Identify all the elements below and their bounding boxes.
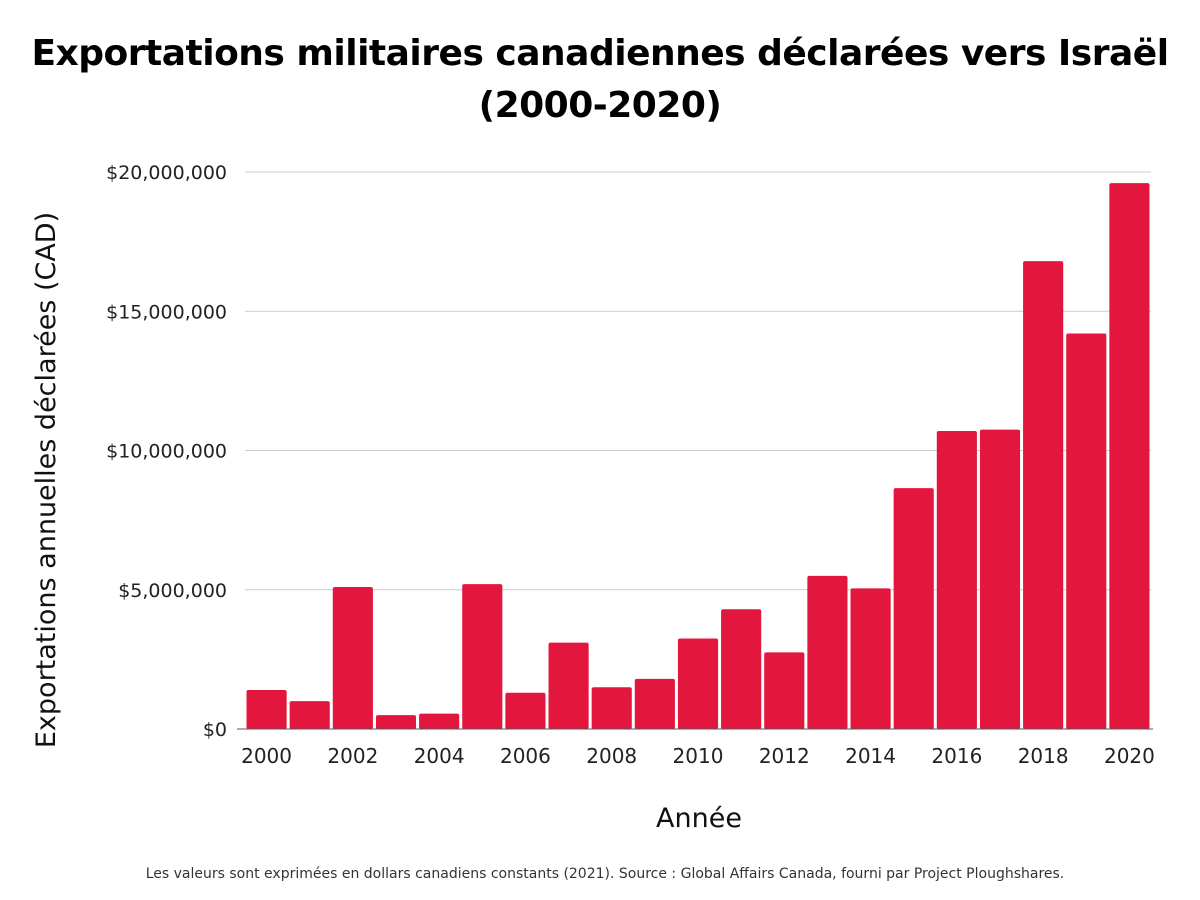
x-tick-label: 2008 — [586, 744, 637, 768]
bar-2011 — [721, 609, 762, 729]
y-tick-label: $0 — [203, 719, 227, 741]
bar-2020 — [1109, 183, 1150, 729]
bar-2013 — [807, 575, 848, 729]
bar-2002 — [332, 586, 373, 729]
x-tick-label: 2014 — [845, 744, 896, 768]
y-tick-label: $15,000,000 — [106, 301, 227, 323]
bar-2017 — [979, 429, 1021, 729]
bar-2009 — [634, 678, 675, 729]
y-tick-label: $20,000,000 — [106, 162, 227, 184]
chart-title: Exportations militaires canadiennes décl… — [0, 28, 1200, 132]
bar-2010 — [677, 638, 719, 729]
bar-2014 — [850, 588, 891, 729]
x-tick-label: 2020 — [1104, 744, 1155, 768]
x-axis-ticks: 2000 2002 2004 2006 2008 2010 2012 2014 2016 2018… — [241, 744, 1155, 768]
x-tick-label: 2010 — [673, 744, 724, 768]
x-tick-label: 2000 — [241, 744, 292, 768]
bar-2001 — [289, 701, 330, 729]
footnote: Les valeurs sont exprimées en dollars ca… — [145, 866, 1065, 882]
x-tick-label: 2012 — [759, 744, 810, 768]
bar-2016 — [936, 431, 977, 729]
bar-2006 — [505, 692, 546, 729]
x-tick-label: 2002 — [327, 744, 378, 768]
bar-2015 — [893, 488, 934, 729]
x-tick-label: 2004 — [414, 744, 465, 768]
bar-2003 — [375, 715, 417, 729]
bars — [246, 183, 1150, 729]
bar-2018 — [1023, 261, 1064, 729]
bar-2000 — [246, 690, 287, 729]
y-axis-title: Exportations annuelles déclarées (CAD) — [31, 212, 62, 748]
y-tick-label: $10,000,000 — [106, 441, 227, 463]
x-tick-label: 2016 — [931, 744, 982, 768]
chart-title-line-1: Exportations militaires canadiennes décl… — [31, 33, 1169, 74]
bar-2007 — [548, 642, 589, 729]
bar-2005 — [462, 584, 503, 729]
y-tick-label: $5,000,000 — [118, 580, 227, 602]
bar-2012 — [764, 652, 805, 729]
x-tick-label: 2006 — [500, 744, 551, 768]
y-axis-ticks: $0 $5,000,000 $10,000,000 $15,000,000 $20,00… — [106, 162, 227, 741]
bar-2019 — [1066, 333, 1107, 729]
bar-2008 — [591, 687, 632, 729]
chart-title-line-2: (2000-2020) — [478, 85, 722, 126]
x-tick-label: 2018 — [1018, 744, 1069, 768]
bar-2004 — [419, 713, 460, 729]
x-axis-title: Année — [656, 803, 742, 834]
